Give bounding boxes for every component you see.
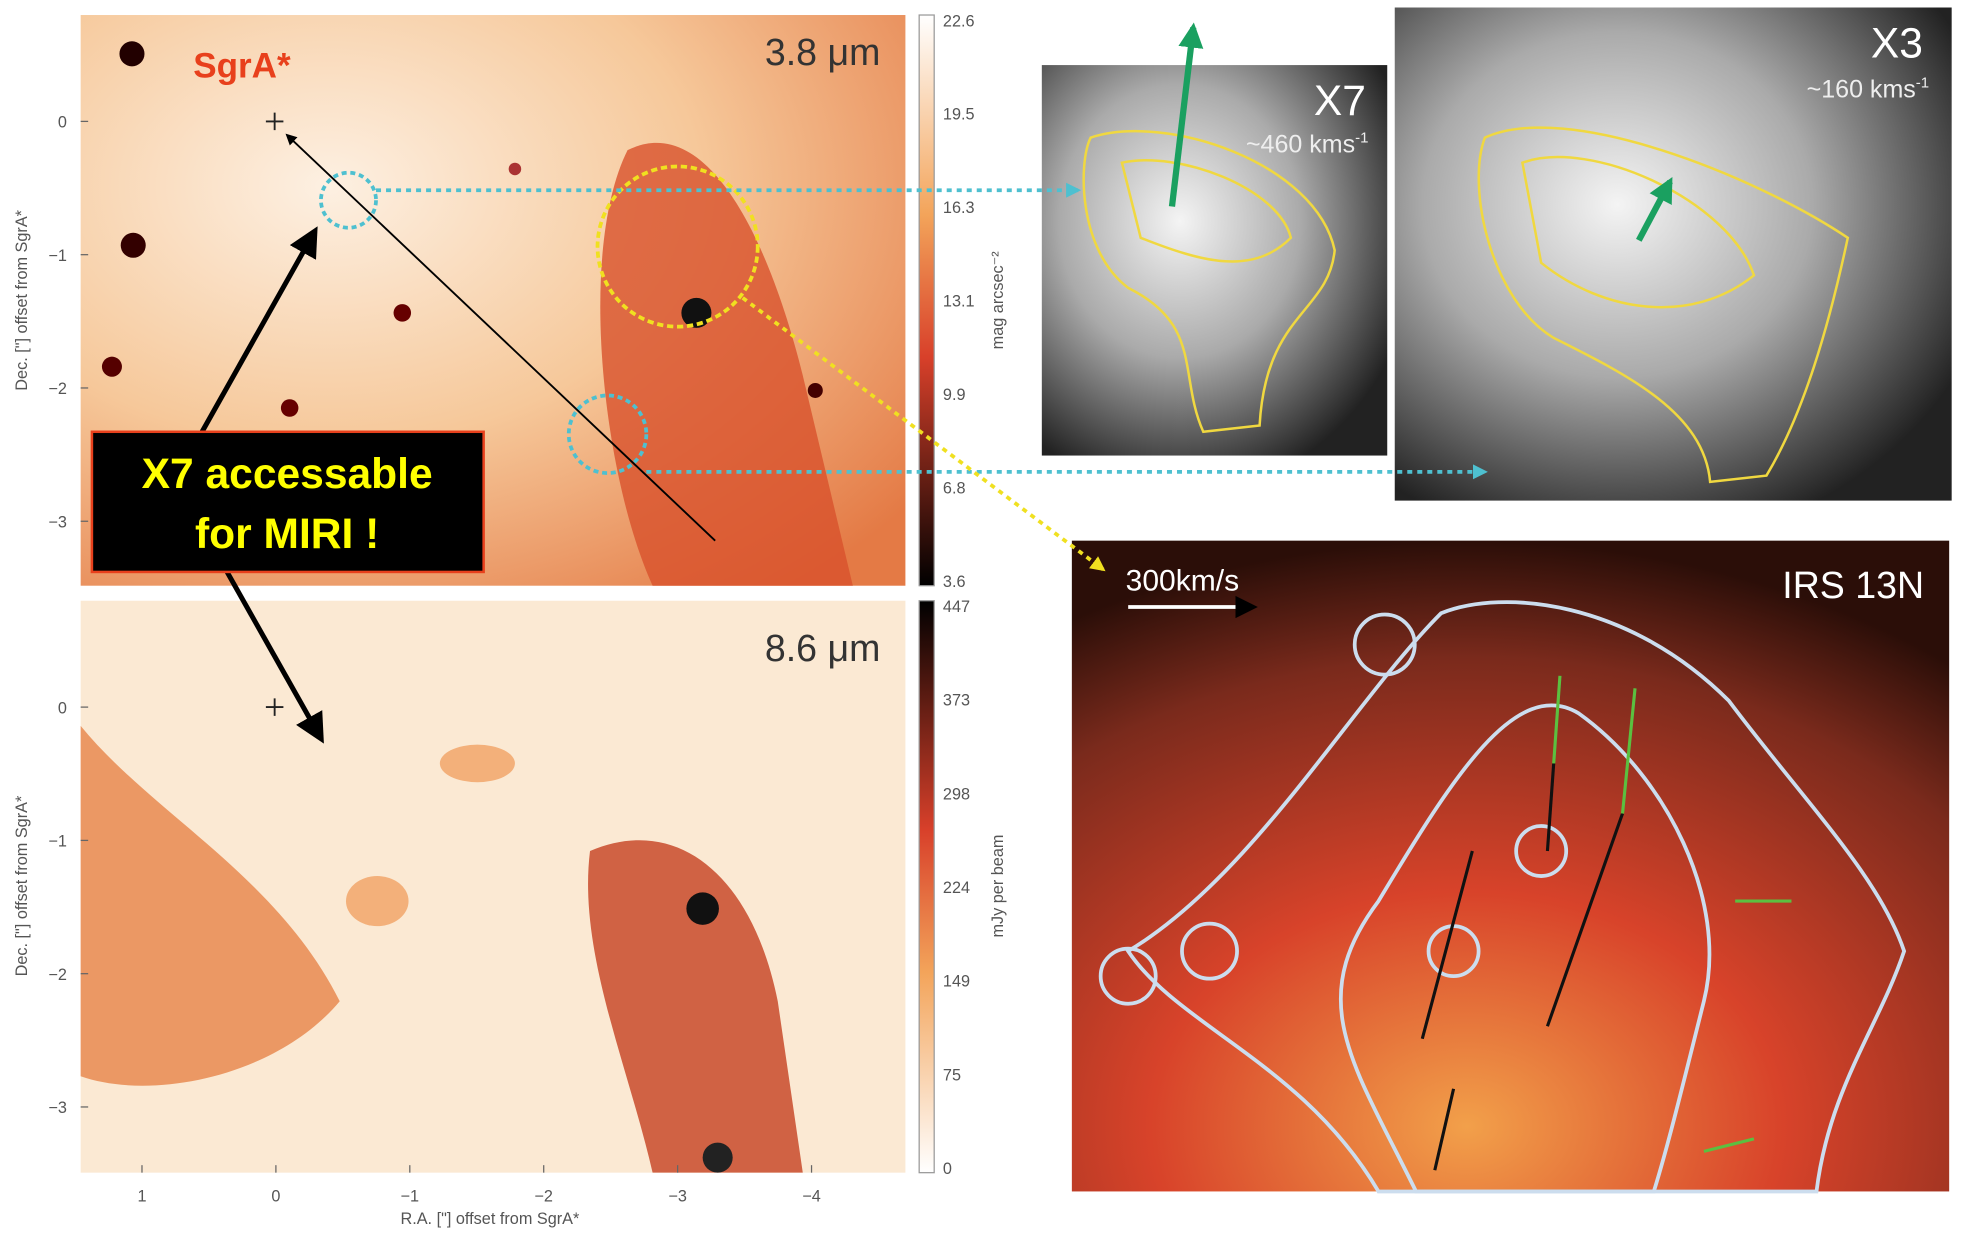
callout-text: X7 accessable	[142, 450, 433, 498]
velocity-exponent: -1	[1916, 75, 1929, 92]
velocity-exponent: -1	[1355, 130, 1368, 147]
colorbar-tick-label: 298	[943, 785, 970, 803]
colorbar-tick-label: 0	[943, 1160, 952, 1178]
y-tick-label: −3	[48, 514, 67, 532]
y-axis-title: Dec. ["] offset from SgrA*	[13, 209, 31, 390]
colorbar-tick-label: 75	[943, 1066, 961, 1084]
x-tick-label: −1	[401, 1187, 420, 1205]
y-tick-label: −3	[48, 1099, 67, 1117]
colorbar-tick-label: 19.5	[943, 106, 975, 124]
colorbar-tick-label: 16.3	[943, 199, 975, 217]
colorbar-tick-label: 3.6	[943, 573, 966, 591]
colorbar-tick-label: 149	[943, 973, 970, 991]
velocity: ~160 kms	[1807, 76, 1916, 104]
x-tick-label: 0	[271, 1187, 280, 1205]
x-tick-label: −3	[668, 1187, 687, 1205]
scale-label: 300km/s	[1126, 565, 1239, 598]
colorbar-bottom	[919, 601, 934, 1173]
x-axis-title: R.A. ["] offset from SgrA*	[400, 1210, 580, 1228]
figure: X7 accessable for MIRI ! 3.8 μm SgrA* 8.…	[0, 0, 1966, 1239]
colorbar-tick-label: 22.6	[943, 12, 975, 30]
colorbar-tick-label: 373	[943, 692, 970, 710]
panel-label: 3.8 μm	[765, 31, 881, 73]
velocity-label: ~160 kms-1	[1807, 75, 1930, 104]
colorbar-top	[919, 15, 934, 586]
marker-label: SgrA*	[193, 47, 291, 86]
x-tick-label: −4	[802, 1187, 821, 1205]
y-axis-title: Dec. ["] offset from SgrA*	[13, 795, 31, 976]
colorbar-tick-label: 9.9	[943, 386, 966, 404]
colorbar-tick-label: 6.8	[943, 480, 966, 498]
panel-label: IRS 13N	[1782, 564, 1924, 606]
callout-text: for MIRI !	[195, 510, 379, 558]
y-tick-label: −1	[48, 833, 67, 851]
x-tick-label: −2	[534, 1187, 553, 1205]
y-tick-label: −2	[48, 966, 67, 984]
panel-label: 8.6 μm	[765, 627, 881, 669]
colorbar-tick-label: 224	[943, 879, 970, 897]
y-tick-label: −1	[48, 247, 67, 265]
x-tick-label: 1	[137, 1187, 146, 1205]
y-tick-label: 0	[58, 699, 67, 717]
y-tick-label: 0	[58, 114, 67, 132]
panel-label: X7	[1314, 77, 1366, 125]
image-8-6um	[81, 601, 906, 1173]
velocity: ~460 kms	[1246, 131, 1355, 159]
colorbar-title: mag arcsec⁻²	[989, 251, 1007, 350]
colorbar-tick-label: 13.1	[943, 293, 975, 311]
y-tick-label: −2	[48, 380, 67, 398]
colorbar-title: mJy per beam	[989, 835, 1007, 938]
image-irs13n	[1072, 541, 1949, 1192]
colorbar-tick-label: 447	[943, 598, 970, 616]
panel-label: X3	[1871, 20, 1923, 68]
velocity-label: ~460 kms-1	[1246, 130, 1369, 159]
